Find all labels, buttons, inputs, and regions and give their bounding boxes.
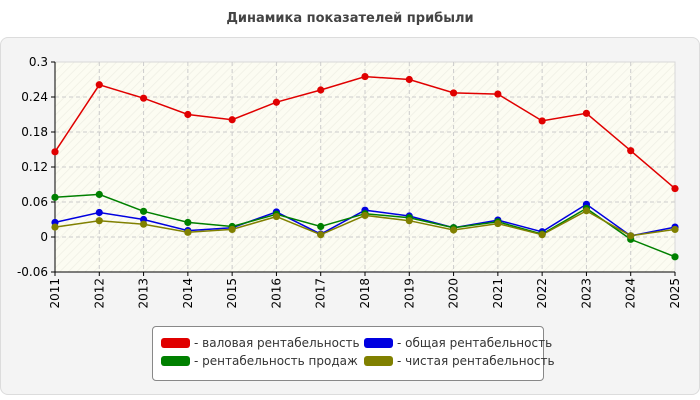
data-point-net [627, 232, 635, 240]
x-tick-label: 2013 [137, 278, 151, 309]
y-tick-label: 0.06 [21, 195, 48, 209]
data-point-net [361, 211, 369, 220]
data-point-net [184, 228, 192, 236]
data-point-net [95, 217, 103, 225]
x-tick-label: 2020 [447, 278, 461, 309]
legend-item-total-profitability: - общая рентабельность [364, 336, 552, 350]
data-point-net [494, 219, 502, 228]
legend-swatch-total [364, 338, 393, 348]
data-point-sales [51, 193, 59, 201]
data-point-net [671, 225, 679, 234]
y-tick-label: -0.06 [17, 265, 48, 279]
data-point-sales [139, 207, 148, 215]
data-point-gross [449, 89, 458, 97]
legend-swatch-gross [161, 338, 190, 348]
data-point-sales [671, 253, 679, 261]
data-point-net [139, 220, 148, 228]
legend-label-sales: - рентабельность продаж [194, 354, 358, 368]
x-tick-label: 2011 [48, 278, 62, 309]
y-tick-label: 0.12 [21, 160, 48, 174]
legend-label-total: - общая рентабельность [397, 336, 553, 350]
data-point-net [228, 225, 236, 234]
legend-label-net: - чистая рентабельность [397, 354, 555, 368]
data-point-net [272, 212, 281, 221]
data-point-gross [405, 75, 413, 84]
x-tick-label: 2025 [668, 278, 682, 309]
x-tick-label: 2014 [181, 278, 195, 309]
x-tick-label: 2018 [358, 278, 372, 309]
data-point-gross [582, 109, 591, 117]
x-tick-label: 2015 [225, 278, 239, 309]
data-point-total [95, 208, 103, 217]
chart-title: Динамика показателей прибыли [226, 11, 474, 26]
x-tick-label: 2021 [491, 278, 505, 309]
x-tick-label: 2012 [92, 278, 106, 309]
x-tick-label: 2022 [535, 278, 549, 309]
data-point-sales [95, 190, 103, 199]
data-point-gross [272, 98, 281, 106]
legend-item-net-profitability: - чистая рентабельность [364, 354, 555, 368]
data-point-gross [494, 90, 502, 98]
x-tick-label: 2017 [314, 278, 328, 309]
data-point-gross [139, 94, 148, 102]
data-point-net [405, 217, 413, 225]
data-point-gross [361, 72, 369, 81]
data-point-gross [627, 147, 635, 155]
y-tick-label: 0.3 [29, 55, 48, 69]
legend-swatch-net [364, 356, 393, 366]
legend-item-sales-profitability: - рентабельность продаж [161, 354, 358, 368]
x-tick-label: 2023 [579, 278, 593, 309]
data-point-gross [538, 117, 546, 125]
data-point-net [582, 207, 591, 215]
legend-label-gross: - валовая рентабельность [194, 336, 360, 350]
x-tick-label: 2019 [402, 278, 416, 309]
legend-swatch-sales [161, 356, 190, 366]
data-point-gross [51, 148, 59, 156]
y-tick-label: 0.18 [21, 125, 48, 139]
x-tick-label: 2024 [624, 278, 638, 309]
data-point-gross [317, 86, 325, 94]
data-point-gross [184, 110, 192, 119]
chart-legend: - валовая рентабельность - общая рентабе… [152, 326, 555, 381]
legend-item-gross-profitability: - валовая рентабельность [161, 336, 360, 350]
data-point-gross [95, 81, 103, 89]
data-point-gross [671, 184, 679, 193]
data-point-gross [228, 116, 236, 124]
data-point-net [538, 231, 546, 239]
data-point-sales [184, 218, 192, 227]
data-point-net [317, 231, 325, 239]
data-point-net [51, 223, 59, 231]
x-tick-label: 2016 [269, 278, 283, 309]
y-tick-label: 0 [40, 230, 48, 244]
y-tick-label: 0.24 [21, 90, 48, 104]
data-point-sales [317, 222, 325, 231]
data-point-net [449, 226, 458, 234]
